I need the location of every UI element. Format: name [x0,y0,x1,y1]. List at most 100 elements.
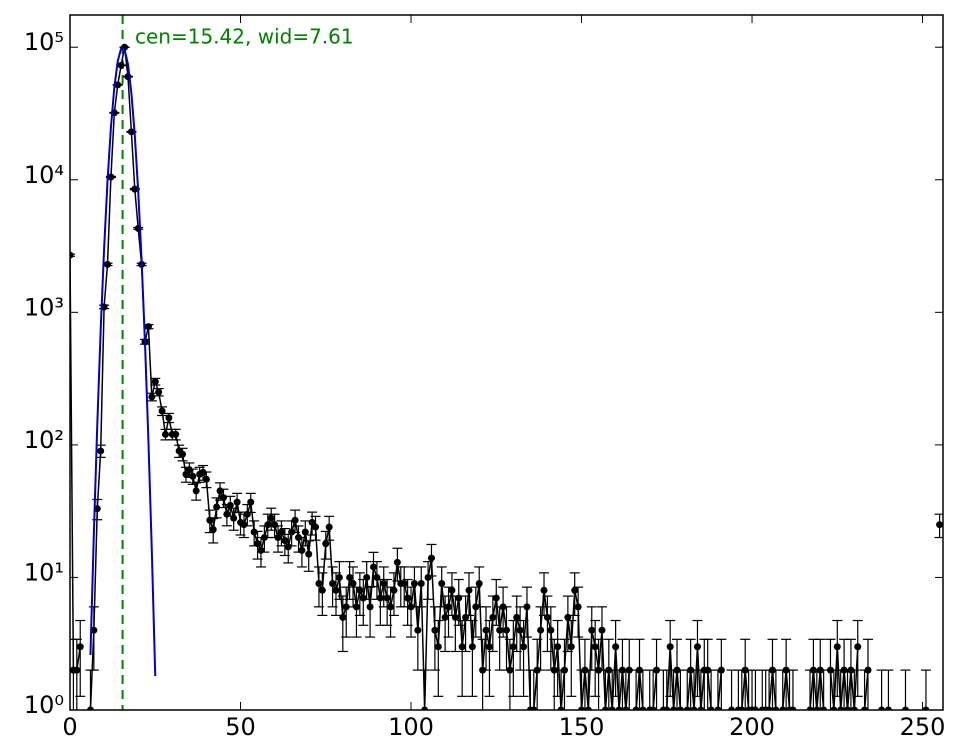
point [690,706,698,710]
point [728,706,736,710]
x-tick-label: 50 [225,713,256,741]
point [179,450,187,458]
point [349,580,357,588]
point [475,580,483,588]
axes: 0 50 100 150 200 250 10⁰ 10¹ 10² 10³ 10⁴ 10⁵ [24,15,945,741]
series-line [89,47,157,677]
point [588,626,596,634]
point [676,706,684,710]
annotation: cen=15.42, wid=7.61 [135,25,354,49]
point [557,706,565,710]
point [216,487,224,495]
point [131,185,139,193]
point [434,643,442,651]
point [301,528,309,536]
point [277,528,285,536]
x-tick-label: 200 [729,713,775,741]
point [151,378,159,386]
point [670,706,678,710]
point [404,594,412,602]
point [305,550,313,558]
point [878,706,886,710]
point [554,643,562,651]
point [820,706,828,710]
point [267,514,275,522]
point [833,643,841,651]
point [922,706,930,710]
point [97,447,105,455]
point [451,613,459,621]
point [837,706,845,710]
point [516,626,524,634]
y-tick-label: 10⁰ [24,691,64,719]
point [325,523,333,531]
point [901,706,909,710]
point [850,706,858,710]
point [564,613,572,621]
point [243,510,251,518]
point [738,706,746,710]
point [281,536,289,544]
point [537,626,545,634]
point [591,643,599,651]
point [615,706,623,710]
point [250,528,258,536]
point [332,586,340,594]
point [352,603,360,611]
point [523,603,531,611]
y-tick-label: 10³ [24,293,64,321]
point [400,580,408,588]
point [854,643,862,651]
point [567,643,575,651]
point [363,573,371,581]
point [148,393,156,401]
point [431,626,439,634]
point [192,487,200,495]
point [291,516,299,524]
point [693,643,701,651]
point [789,706,797,710]
point [663,706,671,710]
point [625,666,633,674]
point [342,603,350,611]
point [584,706,592,710]
point [247,498,255,506]
point [383,594,391,602]
point [417,580,425,588]
y-tick-label: 10⁵ [24,28,64,56]
point [202,475,210,483]
point [356,586,364,594]
point [117,61,125,69]
point [213,503,221,511]
point [547,626,555,634]
point [387,603,395,611]
point [298,546,306,554]
point [390,586,398,594]
point [104,260,112,268]
frame [69,14,944,711]
point [257,546,265,554]
point [70,251,74,259]
point [666,643,674,651]
x-tick-label: 100 [388,713,434,741]
point [445,603,453,611]
point [653,666,661,674]
point [485,643,493,651]
point [571,586,579,594]
point [830,706,838,710]
point [438,580,446,588]
point [482,626,490,634]
point [632,706,640,710]
point [772,706,780,710]
point [114,81,122,89]
point [172,430,180,438]
point [223,510,231,518]
point [366,603,374,611]
point [370,563,378,571]
point [601,706,609,710]
plot-area [70,15,943,710]
point [410,580,418,588]
point [209,525,217,533]
point [714,706,722,710]
point [513,613,521,621]
